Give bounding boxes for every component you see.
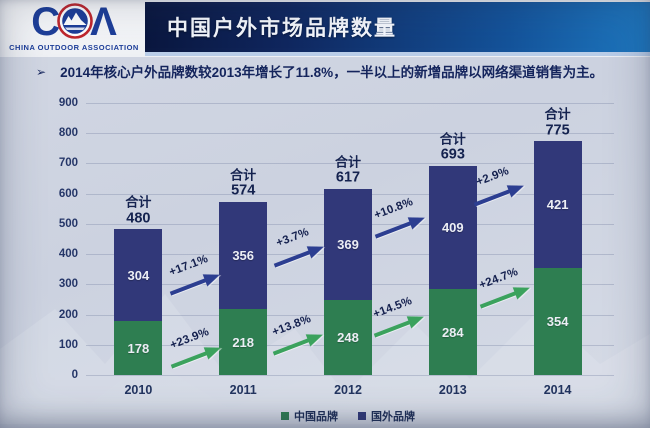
y-axis-tick-label: 400 xyxy=(58,248,78,261)
legend-swatch-icon xyxy=(281,412,289,420)
total-label: 合计 574 xyxy=(230,166,257,199)
bar-segment-国外品牌: 421 xyxy=(533,140,582,268)
bar-value-label: 354 xyxy=(546,313,569,329)
bar-segment-国外品牌: 409 xyxy=(428,165,477,290)
slide-header: C Λ CHINA OUTDOOR ASSOCIATION 中国户外市场品牌数量 xyxy=(0,0,650,57)
logo-letter-a: Λ xyxy=(90,0,117,44)
brand-count-stacked-bar-chart: 0 100 200 300 400 500 600 700 800 900 178 304 合计 480 2… xyxy=(0,90,650,428)
bar-segment-中国品牌: 178 xyxy=(114,321,163,375)
coa-logo: C Λ CHINA OUTDOOR ASSOCIATION xyxy=(6,0,142,55)
bar-segment-国外品牌: 356 xyxy=(219,201,268,310)
x-axis-tick-label: 2012 xyxy=(334,383,362,397)
bar-segment-中国品牌: 248 xyxy=(324,300,372,375)
bar-value-label: 369 xyxy=(337,236,359,252)
bar-value-label: 218 xyxy=(232,334,255,350)
title-bar: 中国户外市场品牌数量 xyxy=(145,2,650,56)
arrow-bullet-icon: ➢ xyxy=(36,65,47,79)
bar-value-label: 284 xyxy=(441,324,464,340)
key-finding-text: ➢ 2014年核心户外品牌数较2013年增长了11.8%，一半以上的新增品牌以网络… xyxy=(36,64,642,82)
y-axis-tick-label: 300 xyxy=(58,278,78,291)
growth-arrow-国外品牌: +2.9% xyxy=(462,160,533,216)
mountain-emblem-icon xyxy=(57,2,93,44)
growth-arrow-国外品牌: +17.1% xyxy=(158,249,229,305)
bar-segment-国外品牌: 304 xyxy=(114,229,163,322)
gridline xyxy=(86,375,614,376)
gridline xyxy=(86,163,614,165)
y-axis-tick-label: 500 xyxy=(58,217,78,230)
growth-arrow-国外品牌: +10.8% xyxy=(363,192,434,248)
legend-swatch-icon xyxy=(358,412,366,420)
finding-before: 2014年核心户外品牌数较2013年增长了 xyxy=(60,65,296,80)
logo-subtitle: CHINA OUTDOOR ASSOCIATION xyxy=(9,43,139,52)
bar-value-label: 248 xyxy=(337,330,359,346)
total-label: 合计 480 xyxy=(125,194,152,227)
y-axis-tick-label: 800 xyxy=(58,127,78,140)
legend-item-中国品牌: 中国品牌 xyxy=(281,408,338,424)
y-axis-tick-label: 100 xyxy=(58,338,78,351)
y-axis-tick-label: 200 xyxy=(58,308,78,321)
legend-item-国外品牌: 国外品牌 xyxy=(358,408,415,424)
finding-highlight: 11.8% xyxy=(295,65,334,80)
growth-arrow-国外品牌: +3.7% xyxy=(262,221,333,277)
total-label: 合计 775 xyxy=(544,106,571,139)
bar-value-label: 178 xyxy=(127,340,150,356)
x-axis-tick-label: 2013 xyxy=(438,383,467,397)
x-axis-tick-label: 2010 xyxy=(124,383,153,397)
bar-segment-中国品牌: 218 xyxy=(219,309,268,375)
bar-value-label: 356 xyxy=(232,247,255,263)
x-axis-tick-label: 2014 xyxy=(543,383,572,397)
bar-value-label: 421 xyxy=(546,196,569,212)
y-axis-tick-label: 0 xyxy=(71,369,78,381)
growth-arrow-中国品牌: +13.8% xyxy=(261,309,332,365)
total-label: 合计 617 xyxy=(334,153,361,186)
mountain-watermark xyxy=(0,294,650,424)
y-axis-tick-label: 900 xyxy=(58,97,78,109)
y-axis-tick-label: 700 xyxy=(58,157,78,170)
y-axis-tick-label: 600 xyxy=(58,187,78,200)
bar-value-label: 304 xyxy=(127,267,150,283)
total-label: 合计 693 xyxy=(439,130,466,163)
gridline xyxy=(86,103,614,104)
bar-segment-国外品牌: 369 xyxy=(324,188,372,301)
gridline xyxy=(86,133,614,135)
page-title: 中国户外市场品牌数量 xyxy=(167,17,397,40)
bar-segment-中国品牌: 354 xyxy=(533,268,582,375)
growth-arrow-中国品牌: +24.7% xyxy=(468,262,539,318)
bar-value-label: 409 xyxy=(441,219,464,235)
finding-after: ，一半以上的新增品牌以网络渠道销售为主。 xyxy=(333,65,604,80)
bar-segment-中国品牌: 284 xyxy=(428,289,477,375)
logo-letter-c: C xyxy=(31,0,61,44)
chart-legend: 中国品牌 国外品牌 xyxy=(86,408,610,424)
x-axis-tick-label: 2011 xyxy=(229,383,257,397)
growth-arrow-中国品牌: +14.5% xyxy=(362,291,433,347)
growth-arrow-中国品牌: +23.9% xyxy=(159,322,230,378)
